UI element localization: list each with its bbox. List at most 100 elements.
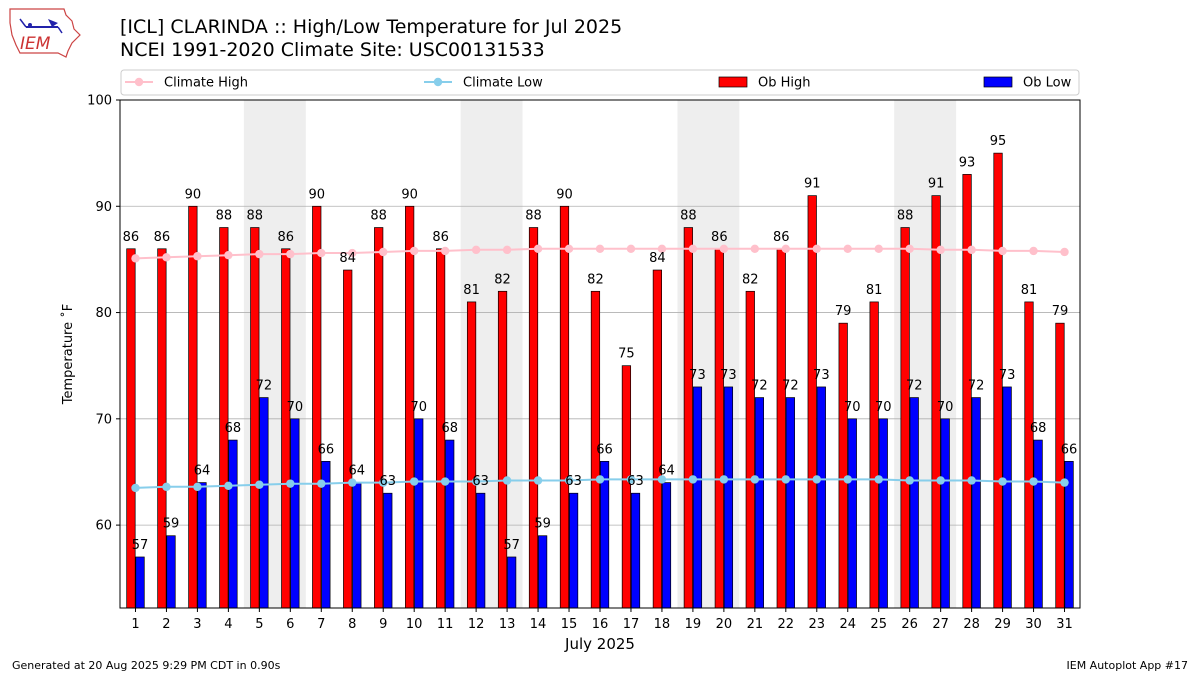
app-id-footer: IEM Autoplot App #17 [1066, 659, 1189, 672]
ob-high-label: 91 [804, 177, 821, 192]
ob-low-label: 70 [937, 400, 954, 415]
ob-high-bar [466, 301, 477, 609]
y-tick-label: 60 [95, 519, 112, 534]
climate-high-point [812, 244, 821, 253]
legend-climate-high-label: Climate High [164, 76, 248, 91]
ob-high-label: 88 [247, 209, 264, 224]
climate-low-point [1060, 478, 1069, 487]
ob-high-bar [312, 205, 322, 609]
ob-high-label: 86 [123, 230, 140, 245]
ob-high-label: 86 [154, 230, 171, 245]
x-tick-label: 31 [1056, 617, 1073, 632]
y-tick-label: 100 [87, 94, 112, 109]
climate-low-point [998, 477, 1007, 486]
ob-low-label: 64 [194, 464, 211, 479]
legend-ob-low-swatch [983, 76, 1013, 88]
x-tick-label: 5 [255, 617, 263, 632]
y-tick-label: 70 [95, 412, 112, 427]
ob-low-label: 72 [751, 379, 768, 394]
x-tick-label: 17 [623, 617, 640, 632]
climate-high-point [843, 244, 852, 253]
ob-low-bar [599, 460, 610, 609]
climate-low-point [440, 477, 450, 486]
climate-low-point [688, 475, 698, 484]
climate-low-point [286, 479, 295, 488]
x-tick-label: 12 [468, 617, 485, 632]
ob-low-label: 63 [472, 474, 489, 489]
ob-high-label: 88 [216, 209, 233, 224]
ob-high-bar [343, 269, 353, 609]
ob-low-bar [754, 397, 764, 609]
ob-low-bar [661, 482, 672, 609]
ob-low-label: 57 [503, 538, 520, 553]
ob-high-label: 88 [525, 209, 542, 224]
y-tick-label: 90 [95, 200, 112, 215]
climate-high-point [936, 245, 945, 255]
climate-low-point [750, 475, 760, 484]
ob-low-bar [507, 556, 517, 609]
legend-ob-high-swatch [718, 76, 748, 88]
ob-high-label: 84 [339, 251, 356, 266]
ob-high-bar [250, 227, 260, 609]
climate-low-point [719, 475, 729, 484]
ob-low-bar [723, 386, 734, 609]
climate-low-point [595, 475, 605, 484]
ob-high-label: 75 [618, 347, 635, 362]
ob-high-label: 81 [866, 283, 883, 298]
ob-low-label: 59 [163, 517, 180, 532]
x-tick-label: 8 [348, 617, 356, 632]
ob-low-bar [135, 556, 145, 609]
x-tick-label: 3 [193, 617, 201, 632]
climate-high-point [626, 244, 636, 253]
ob-high-bar [869, 301, 879, 609]
x-tick-label: 28 [963, 617, 980, 632]
legend-ob-high-label: Ob High [758, 76, 811, 91]
x-tick-label: 7 [317, 617, 325, 632]
logo-text: IEM [20, 34, 51, 54]
ob-low-label: 72 [782, 379, 799, 394]
x-tick-label: 14 [530, 617, 547, 632]
ob-high-bar [714, 248, 724, 609]
climate-high-point [379, 247, 388, 257]
ob-low-label: 72 [968, 379, 985, 394]
climate-high-point [1060, 247, 1069, 257]
ob-low-bar [785, 397, 795, 609]
legend-climate-low-marker [433, 77, 443, 87]
climate-low-point [502, 476, 512, 485]
climate-low-point [409, 477, 419, 486]
x-tick-label: 13 [499, 617, 516, 632]
ob-high-label: 90 [185, 187, 202, 202]
ob-low-bar [197, 482, 207, 609]
ob-high-label: 88 [897, 209, 914, 224]
ob-high-label: 84 [649, 251, 666, 266]
ob-high-label: 82 [587, 272, 604, 287]
x-tick-label: 11 [437, 617, 454, 632]
climate-low-point [1029, 477, 1038, 486]
legend-ob-low-label: Ob Low [1023, 76, 1072, 91]
climate-high-point [719, 244, 729, 253]
ob-high-bar [838, 322, 848, 609]
ob-high-label: 91 [928, 177, 945, 192]
ob-high-label: 95 [990, 134, 1007, 149]
climate-low-point [843, 475, 852, 484]
climate-high-point [193, 252, 202, 261]
climate-low-point [533, 476, 543, 485]
climate-high-point [595, 244, 605, 253]
ob-low-label: 64 [349, 464, 366, 479]
ob-low-bar [630, 492, 641, 609]
ob-low-label: 73 [720, 368, 737, 383]
ob-low-label: 72 [256, 379, 273, 394]
x-tick-label: 1 [131, 617, 139, 632]
ob-high-label: 79 [1052, 304, 1069, 319]
x-tick-label: 19 [685, 617, 702, 632]
climate-high-point [781, 244, 791, 253]
ob-low-label: 63 [380, 474, 397, 489]
climate-high-point [317, 248, 326, 258]
climate-high-point [224, 250, 233, 260]
y-axis-label: Temperature ˚F [60, 304, 76, 405]
ob-high-label: 86 [277, 230, 294, 245]
ob-high-bar [219, 227, 229, 609]
ob-high-label: 88 [370, 209, 387, 224]
ob-high-label: 90 [401, 187, 418, 202]
x-tick-label: 30 [1025, 617, 1042, 632]
